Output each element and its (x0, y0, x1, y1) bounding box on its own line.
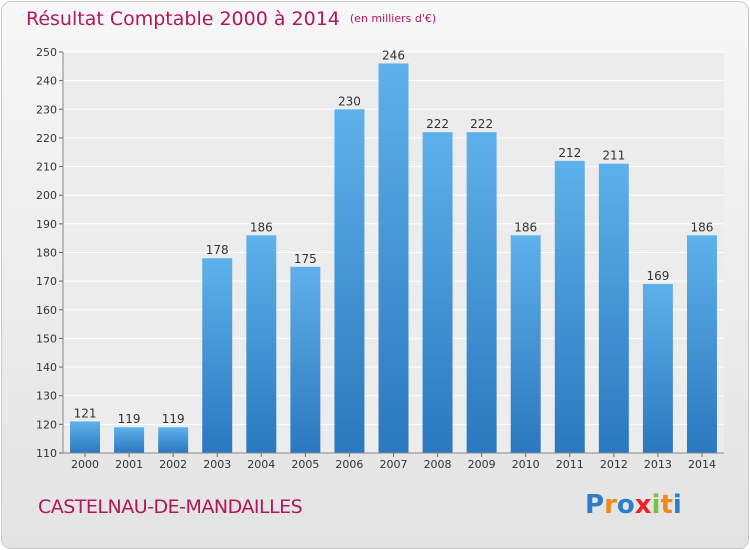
logo-letter: i (651, 490, 661, 520)
x-tick-label-2006: 2006 (335, 458, 363, 471)
y-tick-label: 180 (36, 247, 57, 260)
logo-letter: x (634, 490, 652, 520)
x-tick-label-2007: 2007 (380, 458, 408, 471)
y-tick-label: 240 (36, 75, 57, 88)
value-label-2011: 212 (558, 146, 581, 160)
bar-2005 (290, 266, 321, 453)
chart-title: Résultat Comptable 2000 à 2014 (en millie… (26, 8, 436, 30)
proxiti-logo: Proxiti (585, 490, 682, 520)
commune-name: CASTELNAU-DE-MANDAILLES (38, 496, 303, 518)
bar-chart: 121 119 119 178 186 175 230 246 222 222 186 212 211 1… (36, 46, 724, 471)
value-label-2010: 186 (514, 220, 537, 234)
x-tick-label-2014: 2014 (688, 458, 716, 471)
y-tick-label: 130 (36, 390, 57, 403)
y-tick-label: 110 (36, 447, 57, 460)
value-label-2012: 211 (602, 149, 625, 163)
y-tick-label: 250 (36, 46, 57, 59)
value-label-2001: 119 (118, 412, 141, 426)
bar-2008 (422, 132, 453, 453)
value-label-2014: 186 (691, 220, 714, 234)
bar-2002 (158, 427, 189, 453)
bar-2001 (114, 427, 145, 453)
bar-2011 (554, 160, 585, 454)
bar-2007 (378, 63, 409, 453)
y-tick-label: 170 (36, 275, 57, 288)
y-tick-label: 150 (36, 332, 57, 345)
value-label-2006: 230 (338, 94, 361, 108)
x-tick-label-2011: 2011 (556, 458, 584, 471)
bar-2014 (686, 235, 717, 453)
value-label-2007: 246 (382, 48, 405, 62)
value-label-2002: 119 (162, 412, 185, 426)
y-tick-label: 230 (36, 103, 57, 116)
x-tick-label-2009: 2009 (468, 458, 496, 471)
chart-title-text: Résultat Comptable 2000 à 2014 (26, 8, 340, 30)
value-label-2008: 222 (426, 117, 449, 131)
value-label-2013: 169 (646, 269, 669, 283)
value-label-2004: 186 (250, 220, 273, 234)
y-tick-label: 120 (36, 418, 57, 431)
x-tick-label-2003: 2003 (203, 458, 231, 471)
bar-2004 (246, 235, 277, 453)
y-tick-label: 200 (36, 189, 57, 202)
x-tick-label-2001: 2001 (115, 458, 143, 471)
y-tick-label: 140 (36, 361, 57, 374)
x-tick-label-2012: 2012 (600, 458, 628, 471)
bar-2012 (598, 163, 629, 453)
x-tick-label-2005: 2005 (291, 458, 319, 471)
logo-letter: t (660, 490, 673, 520)
x-tick-label-2002: 2002 (159, 458, 187, 471)
logo-letter: o (616, 490, 635, 520)
bar-2000 (70, 421, 101, 453)
logo-letter: i (672, 490, 682, 520)
value-label-2009: 222 (470, 117, 493, 131)
value-label-2003: 178 (206, 243, 229, 257)
chart-subtitle: (en milliers d'€) (349, 12, 437, 25)
bar-2003 (202, 258, 233, 453)
y-tick-label: 190 (36, 218, 57, 231)
y-tick-label: 220 (36, 132, 57, 145)
y-tick-label: 160 (36, 304, 57, 317)
bar-2006 (334, 109, 365, 454)
x-tick-label-2010: 2010 (512, 458, 540, 471)
x-tick-label-2013: 2013 (644, 458, 672, 471)
logo-letter: r (604, 490, 617, 520)
value-label-2005: 175 (294, 252, 317, 266)
bar-2010 (510, 235, 541, 453)
value-label-2000: 121 (74, 406, 97, 420)
logo-letter: P (585, 490, 605, 520)
x-tick-label-2000: 2000 (71, 458, 99, 471)
bar-2013 (642, 284, 673, 453)
x-tick-label-2008: 2008 (424, 458, 452, 471)
bar-2009 (466, 132, 497, 453)
x-tick-label-2004: 2004 (247, 458, 275, 471)
y-tick-label: 210 (36, 161, 57, 174)
